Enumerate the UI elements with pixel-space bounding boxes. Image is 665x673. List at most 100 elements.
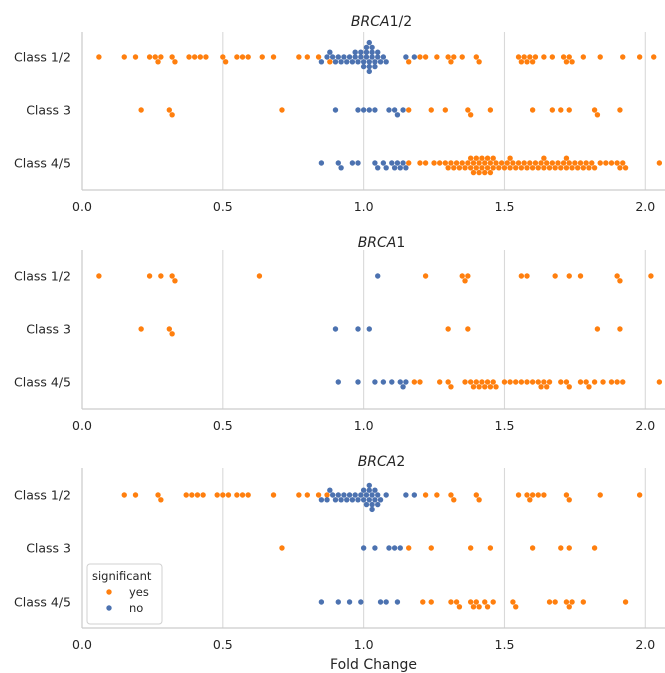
data-point-no bbox=[332, 497, 339, 503]
data-point-yes bbox=[541, 155, 547, 161]
data-point-yes bbox=[572, 160, 578, 166]
data-point-yes bbox=[473, 379, 479, 385]
data-point-no bbox=[363, 49, 370, 55]
data-point-yes bbox=[121, 492, 127, 498]
data-point-no bbox=[360, 63, 367, 70]
data-point-yes bbox=[186, 54, 192, 60]
data-point-yes bbox=[518, 379, 525, 385]
data-point-no bbox=[352, 492, 358, 498]
data-point-yes bbox=[566, 107, 572, 113]
data-point-yes bbox=[524, 492, 530, 498]
y-tick-label: Class 1/2 bbox=[14, 50, 71, 65]
x-tick-label: 2.0 bbox=[635, 418, 655, 433]
data-point-yes bbox=[535, 379, 541, 385]
data-point-no bbox=[372, 63, 378, 70]
data-point-no bbox=[389, 160, 395, 166]
data-point-no bbox=[372, 59, 378, 65]
data-point-yes bbox=[563, 165, 570, 171]
data-point-yes bbox=[524, 59, 530, 65]
data-point-yes bbox=[436, 160, 443, 166]
data-point-no bbox=[363, 44, 370, 51]
data-point-yes bbox=[507, 379, 513, 385]
data-point-no bbox=[366, 482, 372, 489]
data-point-no bbox=[341, 492, 347, 498]
data-point-yes bbox=[155, 59, 161, 65]
data-point-yes bbox=[580, 54, 587, 60]
data-point-yes bbox=[566, 384, 572, 390]
data-point-yes bbox=[524, 379, 530, 385]
data-point-no bbox=[369, 54, 375, 60]
data-point-no bbox=[327, 49, 333, 55]
data-point-no bbox=[349, 59, 356, 65]
data-point-no bbox=[394, 112, 401, 118]
data-point-yes bbox=[197, 54, 203, 60]
data-point-yes bbox=[121, 54, 127, 60]
data-point-yes bbox=[603, 160, 609, 166]
data-point-no bbox=[352, 49, 358, 55]
data-point-no bbox=[318, 599, 325, 605]
data-point-no bbox=[411, 492, 418, 498]
data-point-yes bbox=[493, 160, 499, 166]
x-axis-label: Fold Change bbox=[330, 657, 417, 673]
data-point-no bbox=[372, 160, 378, 166]
data-point-no bbox=[360, 487, 367, 493]
data-point-yes bbox=[529, 379, 536, 385]
data-point-yes bbox=[96, 273, 102, 279]
data-point-yes bbox=[597, 492, 603, 498]
data-point-yes bbox=[484, 604, 491, 610]
data-point-yes bbox=[245, 492, 251, 498]
data-point-no bbox=[380, 160, 387, 166]
data-point-no bbox=[324, 497, 330, 503]
data-point-yes bbox=[617, 278, 623, 284]
data-point-yes bbox=[515, 492, 522, 498]
data-point-yes bbox=[428, 107, 434, 113]
data-point-no bbox=[400, 107, 406, 113]
data-point-yes bbox=[138, 107, 144, 113]
data-point-yes bbox=[172, 278, 178, 284]
data-point-yes bbox=[636, 492, 643, 498]
data-point-yes bbox=[583, 160, 589, 166]
data-point-yes bbox=[501, 165, 508, 171]
y-tick-label: Class 4/5 bbox=[14, 156, 71, 171]
data-point-yes bbox=[482, 160, 488, 166]
data-point-no bbox=[332, 326, 339, 332]
data-point-yes bbox=[555, 160, 561, 166]
data-point-no bbox=[400, 384, 406, 390]
data-point-yes bbox=[529, 492, 536, 498]
x-tick-label: 1.5 bbox=[495, 199, 515, 214]
data-point-yes bbox=[270, 54, 277, 60]
data-point-yes bbox=[597, 160, 603, 166]
data-point-no bbox=[375, 49, 381, 55]
data-point-yes bbox=[614, 273, 620, 279]
data-point-yes bbox=[527, 497, 533, 503]
data-point-no bbox=[346, 54, 353, 60]
data-point-no bbox=[372, 545, 378, 551]
data-point-yes bbox=[648, 273, 654, 279]
data-point-no bbox=[366, 68, 372, 75]
data-point-no bbox=[391, 165, 398, 171]
data-point-yes bbox=[324, 492, 330, 498]
data-point-no bbox=[355, 326, 361, 332]
data-point-yes bbox=[259, 54, 265, 60]
data-point-yes bbox=[580, 599, 587, 605]
data-point-yes bbox=[431, 160, 437, 166]
data-point-no bbox=[394, 599, 401, 605]
x-tick-label: 0.0 bbox=[72, 418, 92, 433]
data-point-yes bbox=[445, 326, 451, 332]
data-point-no bbox=[335, 492, 341, 498]
data-point-yes bbox=[448, 599, 454, 605]
data-point-yes bbox=[448, 492, 454, 498]
data-point-no bbox=[391, 107, 398, 113]
y-tick-label: Class 1/2 bbox=[14, 269, 71, 284]
panel-3: BRCA2 Class 1/2 Class 3 Class 4/5 0.0 0.5 1.0 1… bbox=[14, 454, 665, 673]
panel-title: BRCA2 bbox=[358, 454, 406, 470]
data-point-no bbox=[380, 54, 387, 60]
data-point-yes bbox=[507, 155, 513, 161]
data-point-no bbox=[335, 160, 341, 166]
x-tick-label: 0.5 bbox=[213, 199, 233, 214]
data-point-yes bbox=[422, 492, 429, 498]
data-point-no bbox=[375, 54, 381, 60]
data-point-yes bbox=[453, 599, 460, 605]
data-point-yes bbox=[515, 54, 522, 60]
data-point-yes bbox=[527, 160, 533, 166]
